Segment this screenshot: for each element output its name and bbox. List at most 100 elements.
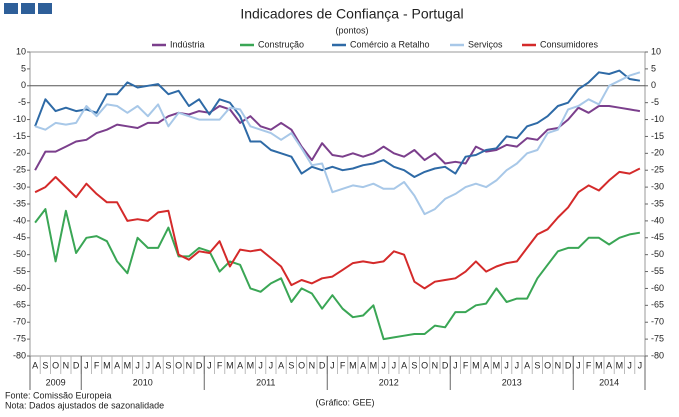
logo-block [38, 3, 52, 14]
x-tick-label: M [103, 360, 111, 370]
x-tick-label: M [247, 360, 255, 370]
y2-tick-label: -25 [651, 165, 664, 175]
y2-tick-label: -10 [651, 114, 664, 124]
x-tick-label: J [381, 360, 386, 370]
y2-tick-label: 10 [651, 46, 661, 56]
chart-title: Indicadores de Confiança - Portugal [240, 6, 463, 22]
x-tick-label: D [196, 360, 203, 370]
y2-tick-label: -50 [651, 249, 664, 259]
x-tick-label: A [360, 360, 366, 370]
y2-tick-label: -15 [651, 131, 664, 141]
x-tick-label: D [565, 360, 572, 370]
y-tick-label: -15 [13, 131, 26, 141]
x-tick-label: A [237, 360, 243, 370]
x-tick-label: M [616, 360, 624, 370]
legend-label: Indústria [170, 39, 205, 49]
y2-tick-label: -70 [651, 317, 664, 327]
x-tick-label: J [146, 360, 151, 370]
x-tick-label: J [453, 360, 458, 370]
x-tick-label: O [421, 360, 428, 370]
y2-tick-label: -75 [651, 333, 664, 343]
y2-tick-label: -55 [651, 266, 664, 276]
y-tick-label: -50 [13, 249, 26, 259]
y2-tick-label: -40 [651, 215, 664, 225]
year-label: 2011 [256, 377, 275, 387]
x-tick-label: J [330, 360, 335, 370]
x-tick-label: J [269, 360, 274, 370]
y-tick-label: -40 [13, 215, 26, 225]
y2-tick-label: 0 [651, 80, 656, 90]
y-tick-label: 0 [21, 80, 26, 90]
x-tick-label: J [258, 360, 263, 370]
y2-tick-label: -60 [651, 283, 664, 293]
x-tick-label: F [94, 360, 100, 370]
note: Nota: Dados ajustados de sazonalidade [5, 400, 164, 410]
x-tick-label: A [114, 360, 120, 370]
y-tick-label: -20 [13, 148, 26, 158]
x-tick-label: D [319, 360, 326, 370]
y-tick-label: -80 [13, 350, 26, 360]
x-tick-label: S [411, 360, 417, 370]
legend-label: Comércio a Retalho [350, 39, 430, 49]
series-line [34, 208, 641, 341]
x-tick-label: J [515, 360, 520, 370]
y-tick-label: -5 [18, 97, 26, 107]
x-tick-label: S [42, 360, 48, 370]
x-tick-label: A [278, 360, 284, 370]
y-tick-label: -10 [13, 114, 26, 124]
x-tick-label: S [534, 360, 540, 370]
y2-tick-label: -80 [651, 350, 664, 360]
x-tick-label: S [165, 360, 171, 370]
y-tick-label: -70 [13, 317, 26, 327]
y2-tick-label: -5 [651, 97, 659, 107]
x-tick-label: F [217, 360, 223, 370]
year-label: 2010 [133, 377, 153, 387]
credit: (Gráfico: GEE) [315, 397, 374, 407]
x-tick-label: J [638, 360, 643, 370]
x-tick-label: A [483, 360, 489, 370]
y-tick-label: -55 [13, 266, 26, 276]
x-tick-label: M [226, 360, 234, 370]
x-tick-label: N [432, 360, 439, 370]
y-tick-label: -65 [13, 300, 26, 310]
plot-frame [29, 51, 646, 357]
y2-tick-label: -30 [651, 181, 664, 191]
x-tick-label: J [576, 360, 581, 370]
legend-label: Construção [258, 39, 304, 49]
logo-block [21, 3, 35, 14]
x-tick-label: F [586, 360, 592, 370]
year-label: 2012 [379, 377, 399, 387]
x-tick-label: M [349, 360, 357, 370]
source: Fonte: Comissão Europeia [5, 390, 112, 400]
y-tick-label: -30 [13, 181, 26, 191]
chart-subtitle: (pontos) [335, 25, 368, 35]
y-tick-label: -25 [13, 165, 26, 175]
x-tick-label: F [340, 360, 346, 370]
series-line [34, 105, 641, 171]
year-label: 2009 [46, 377, 66, 387]
legend-label: Serviços [468, 39, 503, 49]
x-tick-label: D [73, 360, 80, 370]
x-tick-label: J [135, 360, 140, 370]
x-tick-label: J [392, 360, 397, 370]
y2-tick-label: -45 [651, 232, 664, 242]
x-tick-label: O [175, 360, 182, 370]
x-tick-label: J [504, 360, 509, 370]
y-tick-label: -60 [13, 283, 26, 293]
x-tick-label: F [463, 360, 469, 370]
x-tick-label: M [370, 360, 378, 370]
x-tick-label: M [472, 360, 480, 370]
x-tick-label: A [155, 360, 161, 370]
logo-block [4, 3, 18, 14]
x-tick-label: O [544, 360, 551, 370]
x-tick-label: J [627, 360, 632, 370]
x-tick-label: N [63, 360, 70, 370]
y-tick-label: -45 [13, 232, 26, 242]
x-tick-label: M [124, 360, 132, 370]
y-tick-label: -35 [13, 198, 26, 208]
series-line [34, 69, 641, 178]
x-tick-label: N [186, 360, 193, 370]
y2-tick-label: 5 [651, 63, 656, 73]
